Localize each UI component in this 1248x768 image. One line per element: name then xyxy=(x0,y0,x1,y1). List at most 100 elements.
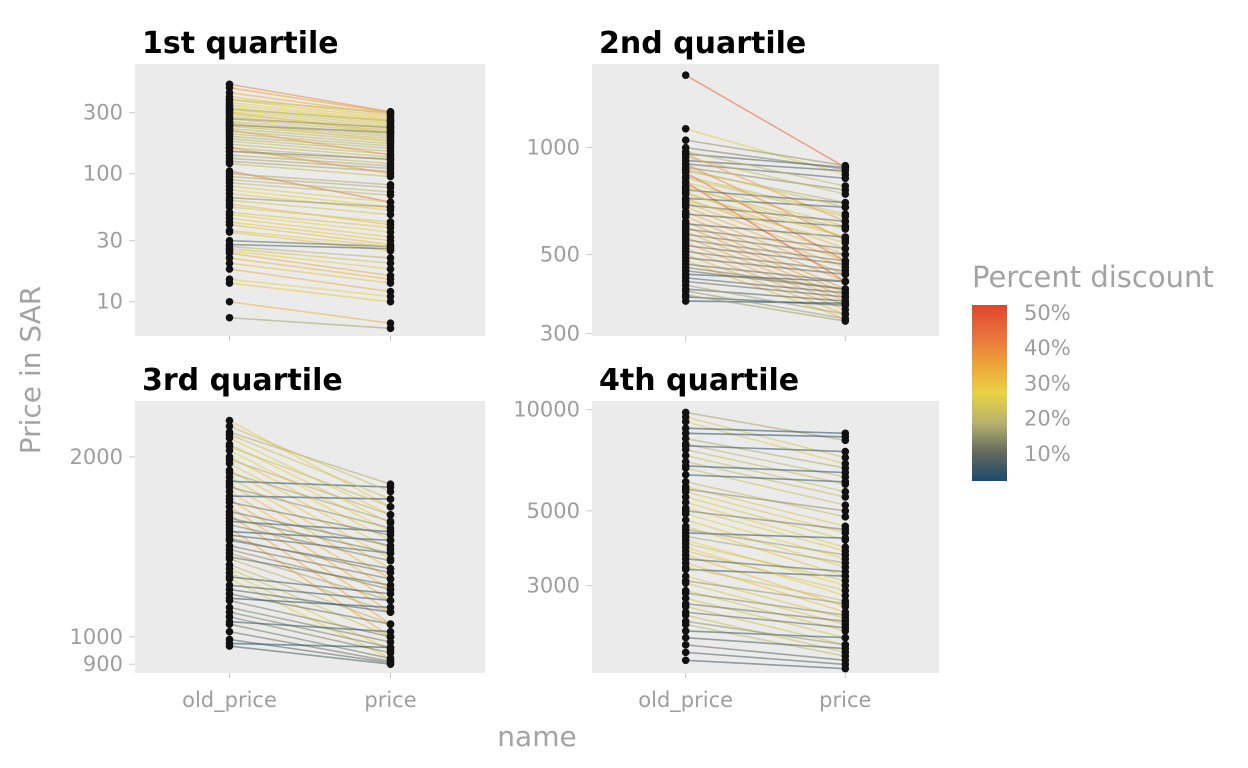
legend-tick-label: 20% xyxy=(1024,407,1071,431)
price-point xyxy=(841,586,850,595)
old-price-point xyxy=(681,153,690,162)
old-price-point xyxy=(225,617,234,626)
old-price-point xyxy=(681,633,690,642)
slope-line xyxy=(229,480,391,488)
slope-line xyxy=(685,197,846,208)
old-price-point xyxy=(681,493,690,501)
price-point xyxy=(841,238,850,247)
slope-line xyxy=(685,193,846,238)
price-point xyxy=(386,324,395,333)
price-point xyxy=(841,167,850,175)
y-tick-label: 10 xyxy=(96,290,123,314)
slope-line xyxy=(229,196,391,208)
price-point xyxy=(386,128,395,137)
slope-line xyxy=(229,157,391,170)
slope-line xyxy=(685,163,846,180)
slope-line xyxy=(229,98,391,114)
slope-line xyxy=(229,425,391,493)
price-point xyxy=(841,260,850,268)
slope-line xyxy=(229,178,391,193)
price-points xyxy=(225,80,395,333)
slope-line xyxy=(229,472,391,523)
old-price-point xyxy=(681,547,690,555)
y-tick-label: 300 xyxy=(540,321,580,345)
old-price-point xyxy=(225,553,234,561)
old-price-point xyxy=(225,469,234,477)
slope-line xyxy=(685,150,846,187)
price-point xyxy=(841,664,850,673)
price-point xyxy=(841,447,850,456)
slope-line xyxy=(685,542,846,582)
price-point xyxy=(841,576,850,585)
price-point xyxy=(386,575,395,583)
y-tick-label: 1000 xyxy=(70,625,123,649)
price-point xyxy=(841,633,850,642)
slope-line xyxy=(685,159,846,172)
slope-line xyxy=(685,528,846,556)
price-point xyxy=(841,507,850,515)
price-point xyxy=(386,660,395,668)
slope-line xyxy=(229,118,391,134)
old-price-point xyxy=(225,627,234,636)
old-price-point xyxy=(225,416,234,425)
old-price-point xyxy=(225,642,234,650)
slope-line xyxy=(229,534,391,555)
slope-line xyxy=(229,300,391,324)
slope-line xyxy=(229,185,391,203)
old-price-point xyxy=(225,279,234,287)
slope-line xyxy=(685,74,846,169)
slope-line xyxy=(229,419,391,508)
slope-line xyxy=(685,592,846,616)
old-price-point xyxy=(681,160,690,168)
slope-line xyxy=(229,229,391,248)
price-points xyxy=(225,416,395,668)
slope-line xyxy=(229,130,391,145)
slope-line xyxy=(229,449,391,533)
price-point xyxy=(841,203,850,211)
slope-line xyxy=(229,593,391,625)
slope-line xyxy=(229,108,391,126)
slope-line xyxy=(685,566,846,602)
old-price-point xyxy=(225,430,234,439)
legend-colorbar xyxy=(972,305,1007,481)
price-point xyxy=(386,116,395,125)
price-point xyxy=(841,559,850,567)
old-price-point xyxy=(681,241,690,250)
slope-line xyxy=(685,467,846,506)
price-point xyxy=(841,487,850,496)
slope-line xyxy=(229,203,391,226)
old-price-point xyxy=(225,498,234,506)
old-price-point xyxy=(681,563,690,572)
slope-line xyxy=(685,488,846,512)
slope-line xyxy=(229,188,391,208)
panel-background xyxy=(135,401,485,673)
slope-line xyxy=(229,445,391,508)
price-point xyxy=(841,277,850,286)
slope-line xyxy=(685,181,846,283)
slope-line xyxy=(685,427,846,435)
price-point xyxy=(841,270,850,279)
old-price-point xyxy=(681,165,690,173)
slope-line xyxy=(229,223,391,246)
facet-panel: 3rd quartile 900 1000 2000 old_price price xyxy=(70,363,485,713)
old-price-point xyxy=(681,627,690,635)
old-price-point xyxy=(225,507,234,516)
price-point xyxy=(386,568,395,577)
legend-title: Percent discount xyxy=(972,260,1214,294)
old-price-point xyxy=(225,313,234,322)
price-point xyxy=(841,250,850,259)
price-point xyxy=(841,190,850,198)
price-point xyxy=(841,623,850,632)
old-price-point xyxy=(225,297,234,306)
slope-line xyxy=(685,213,846,228)
slope-line xyxy=(685,501,846,548)
old-price-point xyxy=(225,514,234,522)
old-price-point xyxy=(225,193,234,202)
old-price-point xyxy=(681,656,690,665)
price-point xyxy=(841,567,850,576)
price-point xyxy=(386,265,395,273)
old-price-point xyxy=(681,599,690,608)
slope-lines xyxy=(229,419,391,665)
slope-line xyxy=(229,588,391,613)
slope-line xyxy=(685,623,846,658)
